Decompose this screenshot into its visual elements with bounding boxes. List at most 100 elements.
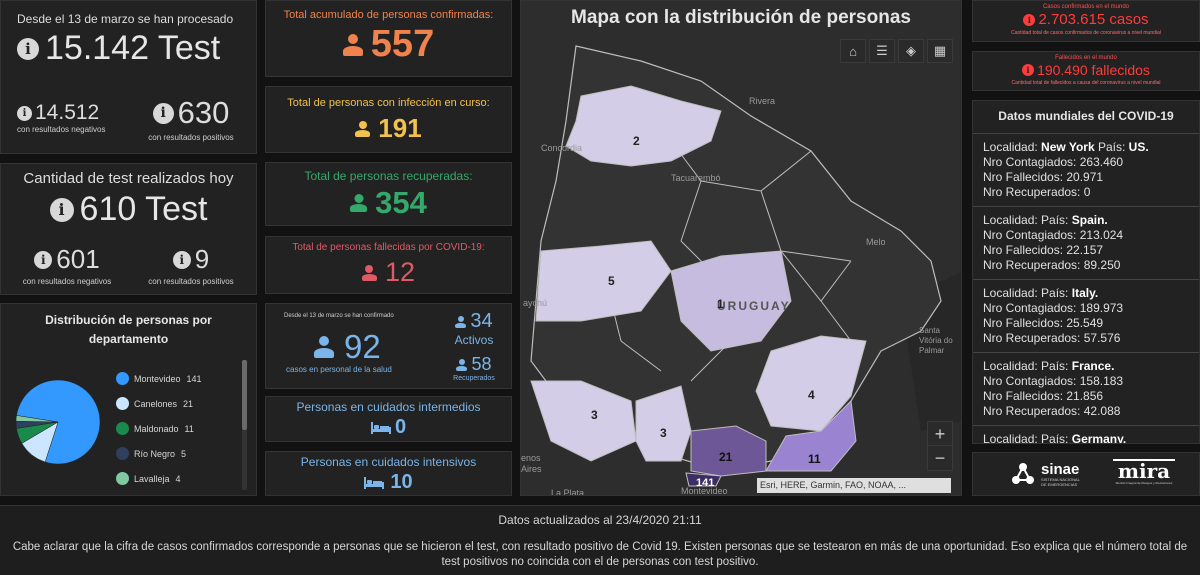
deceased-panel: Total de personas fallecidas por COVID-1…	[265, 236, 512, 294]
zoom-in-button[interactable]: +	[928, 422, 952, 446]
tests-today-negatives-label: con resultados negativos	[22, 277, 112, 286]
person-icon	[350, 194, 368, 212]
info-icon: i	[1023, 13, 1036, 26]
dept-count-canelones: 21	[719, 450, 733, 464]
legend-item[interactable]: Canelones 21	[116, 391, 234, 416]
map-title: Mapa con la distribución de personas	[571, 7, 911, 28]
health-staff-header: Desde el 13 de marzo se han confirmado	[284, 313, 394, 319]
confirmed-value: 557	[370, 23, 435, 65]
deceased-value: 12	[384, 257, 416, 287]
world-deaths-value: 190.490 fallecidos	[1037, 62, 1150, 78]
dept-count-lavalleja: 4	[808, 388, 815, 402]
health-staff-recovered: 58 Recuperados	[444, 354, 504, 382]
map-attribution[interactable]: Esri, HERE, Garmin, FAO, NOAA, ...	[757, 478, 951, 493]
legend-item[interactable]: Río Negro 5	[116, 441, 234, 466]
world-deaths-panel: Fallecidos en el mundo i 190.490 falleci…	[972, 51, 1200, 91]
legend-value: 141	[186, 373, 202, 384]
world-data-item[interactable]: Localidad: País: France. Nro Contagiados:…	[973, 353, 1199, 426]
world-item-contagiados: Nro Contagiados: 189.973	[983, 301, 1124, 315]
dept-count-center: 1	[717, 297, 724, 311]
list-icon[interactable]: ☰	[869, 39, 895, 63]
info-icon: i	[49, 197, 74, 222]
active-title: Total de personas con infección en curso…	[287, 97, 490, 109]
info-icon: i	[17, 105, 32, 121]
world-item-fallecidos: Nro Fallecidos: 21.856	[983, 389, 1104, 403]
layers-icon[interactable]: ◈	[898, 39, 924, 63]
dept-lavalleja[interactable]	[755, 335, 867, 432]
footer-note: Cabe aclarar que la cifra de casos confi…	[12, 541, 1188, 568]
place-label-gualeguaychu: aychú	[523, 298, 548, 308]
legend-label: Río Negro	[134, 448, 176, 459]
dept-rio-negro[interactable]	[535, 240, 672, 322]
bed-icon	[364, 476, 385, 489]
dept-maldonado[interactable]	[765, 399, 857, 472]
legend-scrollbar-thumb[interactable]	[242, 360, 247, 430]
tests-today-total-row: i 610 Test	[1, 190, 256, 229]
place-label-tacuarembo: Tacuarembó	[671, 173, 721, 183]
world-confirmed-sub: Cantidad total de casos confirmados de c…	[1011, 30, 1161, 36]
legend-item[interactable]: Montevideo 141	[116, 366, 234, 391]
world-data-item[interactable]: Localidad: País: Germany.Nro Contagiados…	[973, 426, 1199, 444]
legend-value: 5	[181, 448, 187, 459]
health-staff-recovered-label: Recuperados	[453, 375, 495, 382]
dept-count-montevideo: 141	[696, 477, 715, 489]
world-data-item[interactable]: Localidad: New York País: US. Nro Contagi…	[973, 134, 1199, 207]
uruguay-map[interactable]	[521, 1, 962, 496]
health-staff-recovered-value: 58	[471, 354, 492, 374]
grid-icon[interactable]: ▦	[927, 39, 953, 63]
tests-positives-value: 630	[177, 95, 230, 130]
place-label-concordia: Concordia	[541, 143, 583, 153]
world-data-item[interactable]: Localidad: País: Italy. Nro Contagiados: …	[973, 280, 1199, 353]
pie-slice[interactable]	[15, 415, 59, 423]
health-staff-active-label: Activos	[454, 333, 494, 347]
legend-item[interactable]: Lavalleja 4	[116, 466, 234, 491]
confirmed-title: Total acumulado de personas confirmadas:	[283, 9, 494, 21]
health-staff-active: 34 Activos	[444, 310, 504, 347]
legend-label: Canelones	[134, 398, 178, 409]
zoom-out-button[interactable]: −	[934, 448, 946, 468]
legend-scrollbar[interactable]	[242, 360, 247, 490]
world-item-location: Localidad: País: Italy.	[983, 286, 1099, 300]
intensive-care-panel: Personas en cuidados intensivos 10	[265, 451, 512, 496]
legend-label: Montevideo	[134, 373, 181, 384]
world-item-location: Localidad: New York País: US.	[983, 140, 1149, 154]
active-panel: Total de personas con infección en curso…	[265, 86, 512, 153]
country-label: URUGUAY	[717, 299, 791, 313]
dept-montevideo[interactable]	[685, 472, 722, 487]
person-icon	[456, 358, 468, 371]
world-data-item[interactable]: Localidad: País: Spain. Nro Contagiados: …	[973, 207, 1199, 280]
person-icon	[455, 315, 467, 328]
world-deaths-title: Fallecidos en el mundo	[1055, 55, 1117, 61]
dept-count-salto: 2	[633, 134, 640, 148]
legend-label: Maldonado	[134, 423, 179, 434]
world-item-contagiados: Nro Contagiados: 213.024	[983, 228, 1124, 242]
world-item-contagiados: Nro Contagiados: 263.460	[983, 155, 1124, 169]
world-item-location: Localidad: País: Germany.	[983, 432, 1127, 444]
mira-logo: mira Monitor Integral de Riesgos y Afect…	[1113, 459, 1175, 485]
health-staff-value: 92	[344, 328, 381, 365]
tests-negatives-value: 14.512	[35, 101, 100, 124]
department-legend: Montevideo 141 Canelones 21 Maldonado 11 Río N…	[116, 366, 234, 491]
department-pie-chart[interactable]	[13, 377, 103, 467]
legend-item[interactable]: Maldonado 11	[116, 416, 234, 441]
dept-san-jose[interactable]	[635, 385, 692, 462]
deceased-title: Total de personas fallecidas por COVID-1…	[292, 242, 485, 253]
intermediate-care-panel: Personas en cuidados intermedios 0	[265, 396, 512, 442]
recovered-title: Total de personas recuperadas:	[304, 169, 473, 183]
home-icon[interactable]: ⌂	[840, 39, 866, 63]
active-value: 191	[378, 113, 422, 143]
tests-processed-total-row: i 15.142 Test	[17, 29, 220, 68]
person-icon	[361, 264, 377, 281]
world-item-recuperados: Nro Recuperados: 89.250	[983, 258, 1121, 272]
world-confirmed-value: 2.703.615 casos	[1038, 11, 1149, 28]
mira-subtext: Monitor Integral de Riesgos y Afectacion…	[1115, 481, 1173, 485]
world-data-list[interactable]: Localidad: New York País: US. Nro Contagi…	[973, 134, 1199, 444]
dept-salto[interactable]	[565, 85, 722, 167]
world-item-contagiados: Nro Contagiados: 158.183	[983, 374, 1124, 388]
legend-swatch	[116, 372, 129, 385]
intensive-care-title: Personas en cuidados intensivos	[300, 455, 477, 469]
dept-center[interactable]	[670, 250, 792, 352]
confirmed-panel: Total acumulado de personas confirmadas:…	[265, 0, 512, 77]
dept-count-colonia: 3	[591, 408, 598, 422]
bed-icon	[370, 421, 391, 434]
